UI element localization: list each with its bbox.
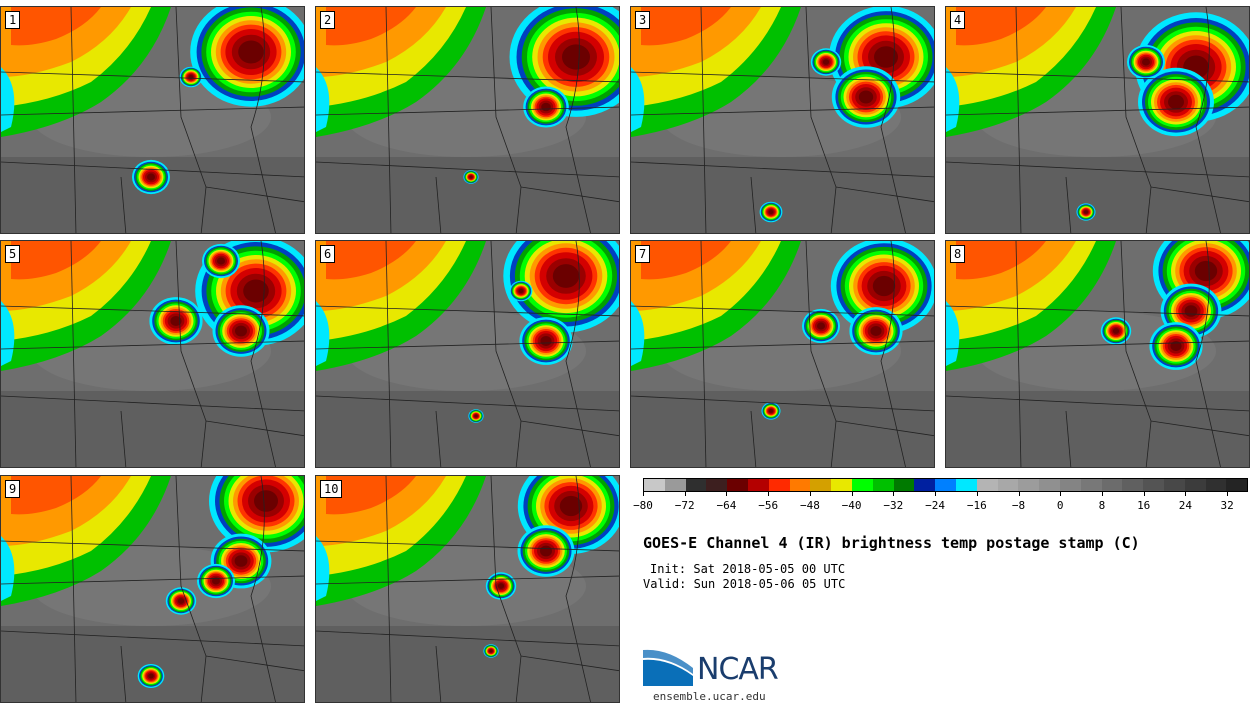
panel-number-label: 7	[635, 245, 651, 263]
colorbar-tick-label: 8	[1098, 499, 1106, 512]
colorbar-cell	[747, 479, 769, 491]
colorbar-tickmark	[935, 492, 937, 496]
satellite-image	[1, 7, 304, 233]
colorbar-cell	[1080, 479, 1102, 491]
colorbar-tick-label: −16	[966, 499, 987, 512]
panel-number-label: 4	[950, 11, 966, 29]
forecast-panel-1: 1	[0, 6, 305, 234]
colorbar-tickmark	[1060, 492, 1062, 496]
ncar-swoosh-icon	[643, 649, 693, 686]
colorbar-tick-label: −72	[674, 499, 695, 512]
panel-number-label: 3	[635, 11, 651, 29]
satellite-image	[631, 241, 934, 467]
colorbar-tickmark	[851, 492, 853, 496]
colorbar-tickmark	[809, 492, 811, 496]
ncar-logo: NCAR	[643, 646, 803, 694]
colorbar	[643, 478, 1248, 492]
colorbar-tickmark	[1143, 492, 1145, 496]
colorbar-cell	[768, 479, 790, 491]
colorbar-tickmark	[1227, 492, 1229, 496]
colorbar-cell	[997, 479, 1019, 491]
colorbar-tickmark	[976, 492, 978, 496]
colorbar-tick-label: 0	[1056, 499, 1064, 512]
colorbar-cell	[1163, 479, 1185, 491]
colorbar-cell	[1101, 479, 1123, 491]
satellite-image	[316, 241, 619, 467]
colorbar-tick-label: −48	[799, 499, 820, 512]
forecast-panel-8: 8	[945, 240, 1250, 468]
panel-number-label: 5	[5, 245, 21, 263]
colorbar-tickmark	[1185, 492, 1187, 496]
panel-number-label: 8	[950, 245, 966, 263]
colorbar-tick-label: −24	[925, 499, 945, 512]
colorbar-tick-label: 16	[1137, 499, 1151, 512]
colorbar-cell	[706, 479, 728, 491]
satellite-image	[946, 241, 1249, 467]
satellite-image	[631, 7, 934, 233]
forecast-panel-7: 7	[630, 240, 935, 468]
forecast-panel-3: 3	[630, 6, 935, 234]
logo-text: NCAR	[697, 652, 779, 687]
colorbar-tick-label: −40	[841, 499, 862, 512]
forecast-panel-2: 2	[315, 6, 620, 234]
colorbar-cell	[644, 479, 665, 491]
colorbar-tick-label: −80	[633, 499, 653, 512]
colorbar-tick-label: −32	[883, 499, 904, 512]
colorbar-cell	[664, 479, 686, 491]
colorbar-cell	[935, 479, 956, 491]
colorbar-cell	[1059, 479, 1081, 491]
colorbar-tick-label: −64	[716, 499, 737, 512]
colorbar-cell	[685, 479, 707, 491]
figure-title: GOES-E Channel 4 (IR) brightness temp po…	[643, 534, 1140, 552]
panel-number-label: 10	[320, 480, 343, 498]
panel-number-label: 6	[320, 245, 336, 263]
satellite-image	[1, 241, 304, 467]
forecast-panel-9: 9	[0, 475, 305, 703]
colorbar-cell	[727, 479, 748, 491]
panel-number-label: 1	[5, 11, 21, 29]
colorbar-tick-label: −8	[1011, 499, 1026, 512]
logo-url: ensemble.ucar.edu	[653, 690, 766, 703]
colorbar-tick-label: 24	[1178, 499, 1193, 512]
satellite-image	[1, 476, 304, 702]
valid-time: Valid: Sun 2018-05-06 05 UTC	[643, 577, 846, 591]
colorbar-cell	[872, 479, 894, 491]
colorbar-tick-label: −56	[758, 499, 779, 512]
colorbar-cell	[914, 479, 936, 491]
colorbar-tickmark	[643, 492, 644, 496]
colorbar-cell	[851, 479, 873, 491]
colorbar-cell	[1143, 479, 1164, 491]
colorbar-cell	[1205, 479, 1227, 491]
forecast-panel-10: 10	[315, 475, 620, 703]
colorbar-cell	[1018, 479, 1040, 491]
colorbar-cell	[1039, 479, 1060, 491]
colorbar-cell	[1184, 479, 1206, 491]
colorbar-cell	[1122, 479, 1144, 491]
colorbar-cell	[789, 479, 811, 491]
legend-area: −80 −72 −64 −56 −48 −40 −32 −24 −16 −8 0 8 16 24 32 GO…	[630, 470, 1250, 703]
satellite-image	[946, 7, 1249, 233]
forecast-panel-6: 6	[315, 240, 620, 468]
satellite-image	[316, 476, 619, 702]
forecast-panel-5: 5	[0, 240, 305, 468]
colorbar-cell	[831, 479, 852, 491]
colorbar-cell	[1226, 479, 1248, 491]
colorbar-cell	[893, 479, 915, 491]
colorbar-tickmark	[1018, 492, 1020, 496]
colorbar-tickmark	[893, 492, 895, 496]
init-time: Init: Sat 2018-05-05 00 UTC	[650, 562, 846, 576]
colorbar-tickmark	[726, 492, 728, 496]
colorbar-tickmark	[684, 492, 686, 496]
colorbar-cell	[810, 479, 832, 491]
panel-number-label: 2	[320, 11, 336, 29]
satellite-image	[316, 7, 619, 233]
forecast-panel-4: 4	[945, 6, 1250, 234]
colorbar-cell	[955, 479, 977, 491]
panel-number-label: 9	[5, 480, 21, 498]
colorbar-tickmark	[768, 492, 770, 496]
colorbar-tick-label: 32	[1220, 499, 1234, 512]
colorbar-tickmark	[1101, 492, 1103, 496]
colorbar-cell	[976, 479, 998, 491]
